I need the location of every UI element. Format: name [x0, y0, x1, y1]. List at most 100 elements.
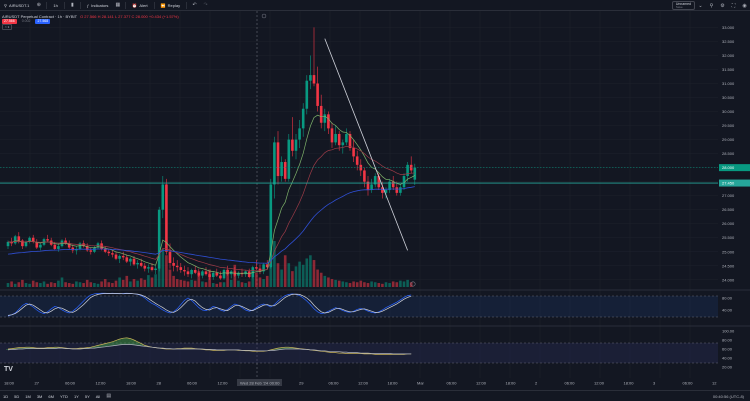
candle-body — [219, 275, 222, 279]
redo-icon[interactable]: ↷ — [203, 2, 208, 8]
divider — [63, 1, 65, 9]
candle-style-icon[interactable]: ▮ — [70, 2, 74, 8]
volume-bar — [136, 280, 139, 287]
price-tick-label: 26.000 — [722, 221, 735, 226]
ema-slow-line — [7, 186, 415, 264]
volume-bar — [298, 261, 301, 287]
range-ytd[interactable]: YTD — [59, 393, 68, 399]
candle-body — [10, 241, 13, 244]
candle-body — [312, 75, 316, 84]
interval-button[interactable]: 1h — [53, 2, 58, 8]
candle-body — [373, 176, 377, 185]
osc-fill — [283, 347, 287, 349]
range-1d[interactable]: 1D — [3, 393, 9, 399]
chevron-down-icon[interactable]: ⌄ — [698, 2, 703, 9]
gear-icon[interactable]: ⚙ — [720, 2, 725, 9]
volume-bar — [13, 283, 17, 287]
price-tick-label: 30.500 — [722, 95, 735, 100]
layout-name-button[interactable]: Unnamed Save — [671, 1, 695, 10]
sell-price-button[interactable]: 27.566 — [2, 19, 17, 24]
candle-body — [150, 267, 154, 270]
camera-icon[interactable]: ◉ — [742, 2, 747, 9]
osc-fill — [132, 340, 136, 345]
osc-fill — [110, 341, 115, 346]
range-all[interactable]: All — [95, 393, 101, 399]
candle-body — [186, 271, 190, 275]
indicators-label: Indicators — [91, 2, 109, 8]
undo-icon[interactable]: ↶ — [192, 2, 197, 8]
candle-body — [39, 244, 42, 248]
range-1y[interactable]: 1Y — [73, 393, 79, 399]
osc-fill — [107, 342, 111, 347]
candle-body — [262, 264, 265, 272]
alarm-clock-icon: ⏰ — [132, 2, 138, 8]
indicators-icon: ƒ — [86, 2, 90, 8]
search-icon[interactable]: ⚲ — [709, 2, 714, 9]
candle-body — [283, 162, 287, 179]
candle-body — [107, 251, 111, 254]
candle-body — [139, 262, 143, 266]
range-5d[interactable]: 5D — [14, 393, 20, 399]
replay-button[interactable]: ⏪ Replay — [157, 0, 184, 11]
top-toolbar: ⚲ AIRUSDT.1 ⊕ 1h ▮ ƒ Indicators ▦ ⏰ Aler… — [0, 0, 750, 11]
candle-body — [147, 267, 150, 269]
osc-fill — [31, 347, 35, 349]
current-price-box — [719, 164, 750, 172]
osc-fill — [103, 343, 107, 347]
candle-body — [64, 240, 67, 244]
time-tick-label: 12:00 — [594, 381, 605, 386]
time-tick-label: Wed 28 Feb '24 — [240, 381, 269, 386]
time-tick-label: 12:00 — [476, 381, 487, 386]
osc-fill — [182, 348, 187, 349]
divider — [79, 1, 81, 9]
legend-title-row: AIRUSDT Perpetual Contract · 1h · BYBIT … — [2, 14, 179, 19]
candle-body — [71, 247, 75, 251]
candle-body — [21, 240, 24, 247]
osc-tick-label: 100.00 — [722, 329, 735, 334]
chart-canvas[interactable]: 33.00032.50032.00031.50031.00030.50030.0… — [0, 11, 750, 390]
candle-body — [183, 269, 186, 272]
candle-body — [57, 246, 60, 249]
templates-icon[interactable]: ▦ — [115, 2, 121, 8]
fullscreen-icon[interactable]: ⛶ — [731, 2, 736, 9]
symbol-label: AIRUSDT.1 — [8, 2, 30, 8]
volume-bar — [323, 275, 327, 287]
symbol-search[interactable]: ⚲ AIRUSDT.1 — [0, 0, 33, 11]
indicators-button[interactable]: ƒ Indicators — [83, 0, 113, 11]
trendline — [324, 38, 408, 251]
candle-body — [341, 142, 345, 146]
candle-body — [175, 265, 179, 268]
range-5y[interactable]: 5Y — [84, 393, 90, 399]
volume-bar — [186, 281, 190, 287]
candle-body — [53, 244, 57, 249]
candle-body — [391, 181, 395, 188]
candle-body — [384, 190, 388, 193]
osc-fill — [139, 343, 143, 346]
candle-body — [125, 257, 129, 262]
legend-price-row: 27.566 0.002 27.568 — [2, 19, 179, 24]
buy-price-button[interactable]: 27.568 — [35, 19, 51, 24]
moving-averages — [7, 114, 415, 275]
range-1m[interactable]: 1M — [25, 393, 31, 399]
price-tick-label: 30.000 — [722, 109, 735, 114]
layout-name: Unnamed — [675, 1, 691, 6]
calendar-icon[interactable]: ▤ — [106, 393, 112, 399]
volume-bar — [121, 279, 125, 287]
indicators-collapse-button[interactable]: ˄ 3 — [2, 24, 13, 30]
price-tick-label: 33.000 — [722, 25, 735, 30]
toolbar-right: Unnamed Save ⌄ ⚲ ⚙ ⛶ ◉ — [671, 0, 750, 11]
clock-label: 00:40:56 (UTC-8) — [712, 394, 744, 399]
volume-bar — [305, 258, 309, 287]
volume-bar — [399, 280, 402, 287]
price-tick-label: 32.000 — [722, 53, 735, 58]
candle-body — [136, 262, 139, 265]
candle-body — [24, 241, 28, 247]
alert-button[interactable]: ⏰ Alert — [128, 0, 151, 11]
volume-bar — [78, 282, 82, 287]
volume-bar — [165, 255, 168, 287]
add-symbol-icon[interactable]: ⊕ — [36, 2, 41, 8]
time-tick-label: 28 — [157, 381, 162, 386]
candle-body — [294, 139, 298, 151]
range-6m[interactable]: 6M — [48, 393, 54, 399]
range-3m[interactable]: 3M — [36, 393, 43, 399]
